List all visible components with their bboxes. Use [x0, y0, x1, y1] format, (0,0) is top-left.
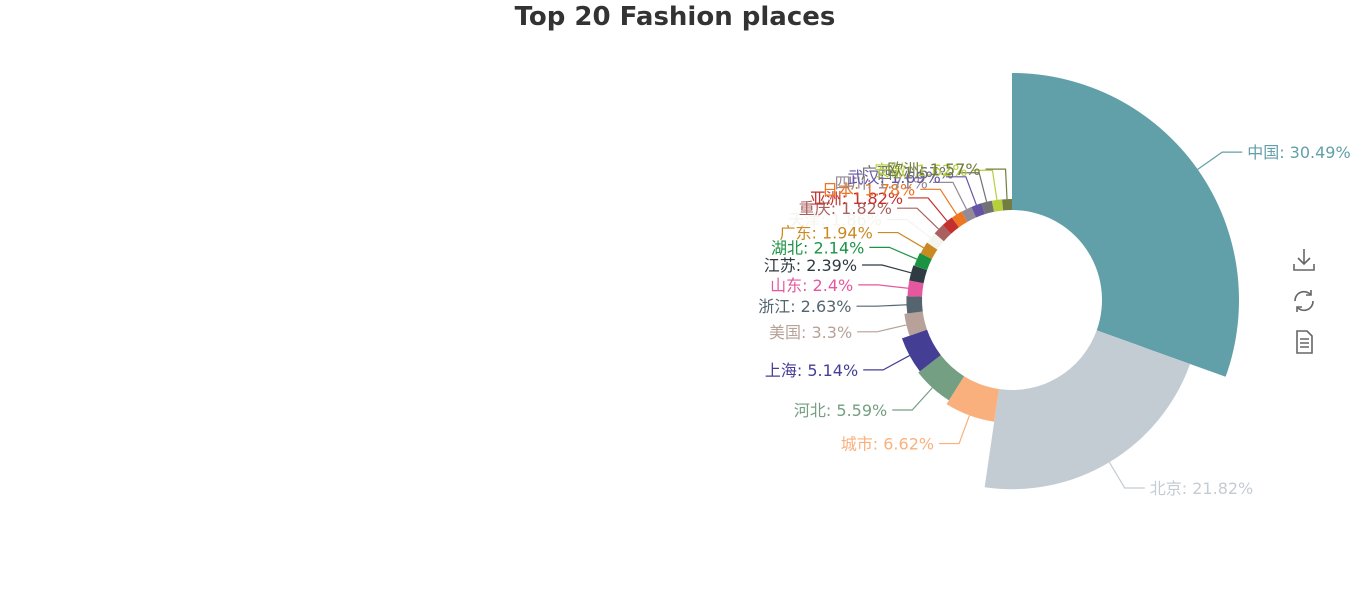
- slice-label-18: 安徽: 1.62%: [874, 161, 967, 180]
- slice-label-7: 山东: 2.4%: [770, 276, 853, 295]
- leader-line-1: [1108, 461, 1145, 489]
- slice-5[interactable]: [904, 311, 928, 336]
- leader-line-7: [858, 284, 909, 289]
- slice-4[interactable]: [901, 329, 941, 372]
- slice-12[interactable]: [934, 224, 951, 242]
- chart-title: Top 20 Fashion places: [514, 2, 836, 32]
- slice-label-0: 中国: 30.49%: [1247, 143, 1350, 162]
- slice-16[interactable]: [971, 203, 985, 218]
- leader-line-10: [877, 231, 924, 249]
- leader-line-5: [857, 324, 907, 333]
- slice-label-11: 天津: 1.86%: [789, 211, 882, 230]
- refresh-icon: [1294, 290, 1314, 312]
- slice-label-17: 广西: 1.67%: [861, 164, 954, 183]
- restore-button[interactable]: [1290, 287, 1318, 315]
- slice-6[interactable]: [906, 296, 923, 314]
- slice-label-15: 四川: 1.71%: [835, 173, 928, 192]
- slice-3[interactable]: [918, 355, 965, 401]
- leader-line-11: [886, 219, 932, 239]
- slice-7[interactable]: [907, 280, 924, 297]
- leader-line-6: [856, 304, 907, 307]
- slice-11[interactable]: [927, 233, 944, 250]
- leader-line-2: [939, 415, 971, 445]
- slice-17[interactable]: [981, 200, 995, 215]
- leader-line-3: [892, 387, 933, 411]
- slice-label-14: 日本: 1.78%: [822, 180, 915, 199]
- leader-line-4: [863, 355, 910, 371]
- slice-label-6: 浙江: 2.63%: [758, 297, 851, 316]
- leader-line-12: [897, 207, 940, 230]
- save-as-image-button[interactable]: [1290, 246, 1318, 274]
- leader-line-13: [908, 197, 948, 222]
- leader-line-19: [985, 168, 1008, 200]
- slice-label-9: 湖北: 2.14%: [771, 238, 864, 257]
- slice-label-4: 上海: 5.14%: [765, 361, 858, 380]
- slice-labels: 中国: 30.49% 北京: 21.82% 城市: 6.62% 河北: 5.59% 上海…: [758, 143, 1350, 498]
- data-view-button[interactable]: [1290, 328, 1318, 356]
- slice-label-12: 重庆: 1.82%: [799, 199, 892, 218]
- document-icon: [1296, 330, 1313, 354]
- slice-14[interactable]: [951, 211, 968, 228]
- slice-label-3: 河北: 5.59%: [794, 401, 887, 420]
- leader-line-17: [959, 172, 988, 202]
- leader-line-9: [869, 246, 918, 260]
- leader-lines: [856, 151, 1243, 489]
- slice-13[interactable]: [942, 217, 959, 234]
- slice-8[interactable]: [909, 265, 928, 284]
- toolbox: [1290, 246, 1320, 369]
- slice-label-10: 广东: 1.94%: [780, 224, 873, 243]
- slice-1[interactable]: [984, 330, 1191, 490]
- slices: [901, 73, 1239, 490]
- slice-label-5: 美国: 3.3%: [769, 323, 852, 342]
- leader-line-14: [920, 188, 958, 215]
- slice-label-19: 欧洲: 1.57%: [887, 160, 980, 179]
- slice-0[interactable]: [1012, 73, 1239, 377]
- slice-label-1: 北京: 21.82%: [1150, 479, 1254, 498]
- slice-label-16: 武汉: 1.69%: [848, 168, 941, 187]
- leader-line-8: [862, 264, 912, 274]
- slice-18[interactable]: [991, 199, 1004, 212]
- leader-line-15: [932, 181, 967, 210]
- slice-label-13: 亚洲: 1.82%: [810, 189, 903, 208]
- slice-9[interactable]: [914, 252, 932, 271]
- slice-label-8: 江苏: 2.39%: [764, 256, 857, 275]
- leader-line-18: [972, 169, 998, 201]
- leader-line-16: [945, 176, 977, 206]
- slice-10[interactable]: [920, 242, 938, 260]
- download-icon: [1293, 249, 1315, 271]
- slice-label-2: 城市: 6.62%: [841, 435, 934, 454]
- slice-19[interactable]: [1002, 199, 1012, 211]
- leader-line-0: [1197, 151, 1243, 170]
- slice-2[interactable]: [946, 376, 999, 422]
- slice-15[interactable]: [961, 206, 976, 222]
